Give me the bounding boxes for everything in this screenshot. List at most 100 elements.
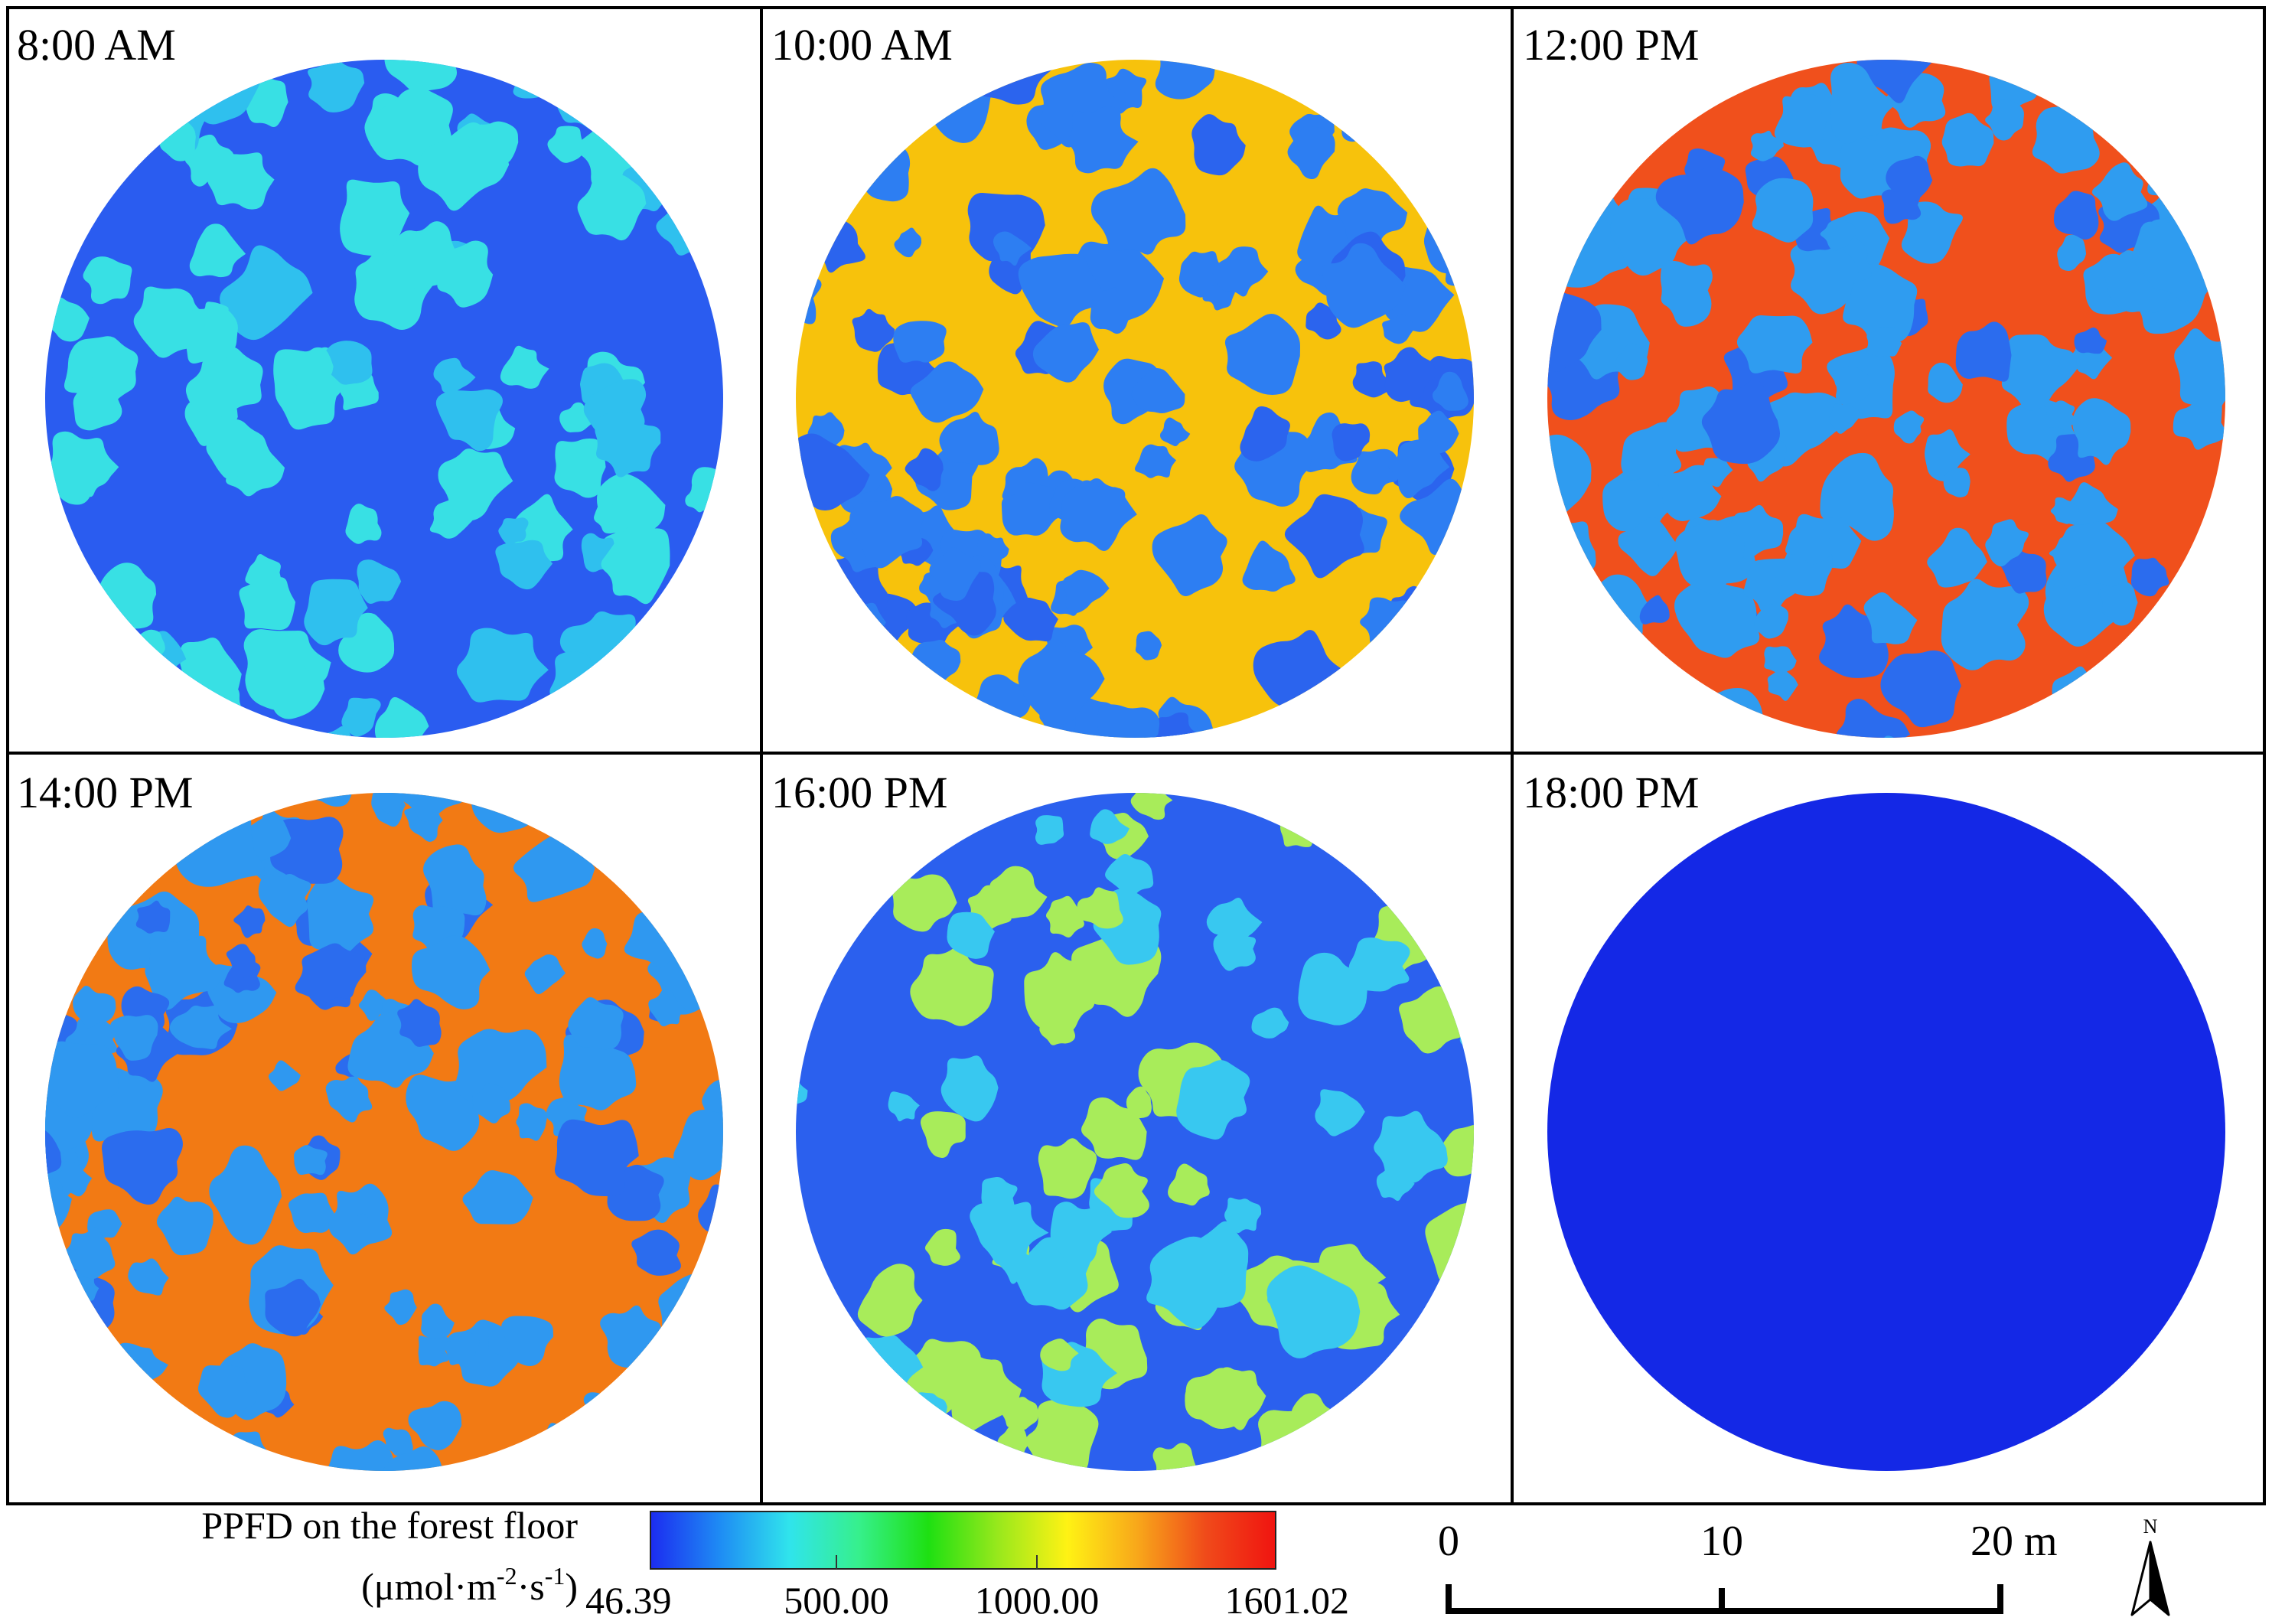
ppfd-patch bbox=[2174, 328, 2225, 413]
ppfd-patch bbox=[471, 793, 542, 833]
ppfd-patch bbox=[1615, 343, 1648, 380]
ppfd-patch bbox=[648, 989, 686, 1027]
ppfd-patch bbox=[1351, 448, 1398, 495]
ppfd-patch bbox=[2032, 106, 2100, 174]
ppfd-patch bbox=[304, 579, 368, 646]
ppfd-patch bbox=[2002, 60, 2032, 87]
ppfd-patch bbox=[924, 1228, 960, 1266]
ppfd-patch bbox=[495, 540, 553, 590]
ppfd-patch bbox=[1880, 650, 1961, 728]
ppfd-patch bbox=[233, 905, 266, 938]
ppfd-patch bbox=[358, 990, 389, 1021]
ppfd-patch bbox=[1038, 1138, 1097, 1199]
colorbar-max-label: 1601.02 bbox=[1225, 1579, 1350, 1622]
ppfd-patch bbox=[408, 1401, 462, 1450]
ppfd-patch bbox=[445, 1332, 480, 1368]
panel-time-label: 10:00 AM bbox=[771, 20, 953, 70]
ppfd-patch bbox=[1134, 444, 1176, 478]
ppfd-patch bbox=[905, 448, 944, 491]
north-arrow-icon bbox=[2130, 1541, 2152, 1616]
ppfd-patch bbox=[1927, 527, 1987, 588]
ppfd-patch bbox=[1155, 60, 1218, 99]
ppfd-patch bbox=[1674, 520, 1745, 595]
north-arrow: N bbox=[2130, 1515, 2170, 1616]
ppfd-patch bbox=[1382, 314, 1413, 344]
ppfd-patch bbox=[322, 341, 373, 385]
ppfd-patch bbox=[549, 651, 597, 705]
ppfd-patch bbox=[1829, 403, 1860, 434]
ppfd-patch bbox=[174, 804, 265, 887]
ppfd-patch bbox=[594, 501, 630, 534]
ppfd-patch bbox=[62, 1227, 116, 1279]
ppfd-patch bbox=[149, 830, 182, 865]
panel-grid bbox=[6, 6, 2266, 1505]
ppfd-patch bbox=[547, 126, 585, 163]
ppfd-patch bbox=[2072, 398, 2131, 465]
ppfd-patch bbox=[940, 1055, 999, 1122]
ppfd-patch bbox=[307, 874, 374, 954]
ppfd-patch bbox=[2130, 557, 2169, 597]
ppfd-patch bbox=[1547, 292, 1602, 372]
ppfd-patch bbox=[462, 1170, 533, 1225]
ppfd-patch bbox=[1618, 517, 1679, 576]
ppfd-patch bbox=[1050, 1202, 1112, 1267]
ppfd-patch bbox=[1459, 1022, 1474, 1061]
ppfd-patch bbox=[397, 999, 442, 1047]
ppfd-patch bbox=[1384, 347, 1436, 403]
ppfd-patch bbox=[1925, 429, 1970, 481]
ppfd-patch bbox=[498, 517, 529, 546]
ppfd-patch bbox=[83, 256, 132, 305]
ppfd-patch bbox=[1376, 1166, 1415, 1202]
ppfd-patch bbox=[292, 347, 334, 387]
ppfd-patch bbox=[102, 1127, 183, 1205]
ppfd-patch bbox=[1131, 368, 1185, 413]
ppfd-patch bbox=[1863, 592, 1918, 644]
ppfd-patch bbox=[986, 716, 1019, 738]
ppfd-patch bbox=[1399, 986, 1464, 1054]
ppfd-patch bbox=[1941, 579, 2029, 670]
scale-bar-line bbox=[1446, 1584, 2003, 1614]
ppfd-patch bbox=[467, 60, 502, 70]
ppfd-patch bbox=[437, 240, 494, 308]
ppfd-patch bbox=[1213, 929, 1257, 971]
ppfd-patch bbox=[568, 996, 624, 1050]
ppfd-patch bbox=[1176, 1060, 1250, 1140]
ppfd-patch bbox=[2001, 334, 2078, 411]
ppfd-patch bbox=[939, 411, 999, 465]
ppfd-patch bbox=[239, 576, 296, 631]
ppfd-patch bbox=[1045, 895, 1084, 938]
ppfd-patch bbox=[852, 308, 895, 352]
ppfd-patch bbox=[1774, 93, 1827, 148]
ppfd-patch bbox=[2050, 497, 2080, 524]
ppfd-patch bbox=[374, 696, 429, 738]
ppfd-patch bbox=[1655, 167, 1744, 245]
ppfd-patch bbox=[1284, 494, 1364, 579]
ppfd-patch bbox=[341, 697, 381, 737]
ppfd-patch bbox=[49, 431, 119, 505]
ppfd-patch bbox=[554, 439, 606, 498]
ppfd-patch bbox=[136, 629, 165, 658]
ppfd-patch bbox=[1090, 809, 1129, 844]
ppfd-patch bbox=[1610, 198, 1694, 276]
ppfd-patch bbox=[577, 174, 647, 241]
ppfd-patches bbox=[45, 793, 723, 1471]
ppfd-patch bbox=[595, 412, 661, 478]
ppfd-patch bbox=[145, 935, 222, 1010]
ppfd-patch bbox=[1094, 704, 1160, 738]
ppfd-patch bbox=[2053, 191, 2099, 240]
ppfd-patch bbox=[1999, 549, 2047, 594]
ppfd-patch bbox=[156, 1196, 214, 1256]
ppfd-patch bbox=[1943, 468, 1970, 497]
ppfd-patch bbox=[1240, 406, 1290, 461]
ppfd-patch bbox=[1149, 712, 1198, 738]
ppfd-patch bbox=[1298, 952, 1367, 1026]
ppfd-patch bbox=[1135, 631, 1162, 660]
ppfd-patch bbox=[938, 1352, 1022, 1432]
ppfd-patch bbox=[1750, 130, 1784, 161]
colorbar-min-label: 46.39 bbox=[585, 1579, 672, 1622]
ppfd-patch bbox=[849, 496, 924, 569]
ppfd-patch bbox=[2053, 520, 2135, 589]
ppfd-patch bbox=[1893, 410, 1925, 444]
ppfd-patch bbox=[456, 628, 549, 703]
ppfd-patch bbox=[1374, 1110, 1448, 1183]
